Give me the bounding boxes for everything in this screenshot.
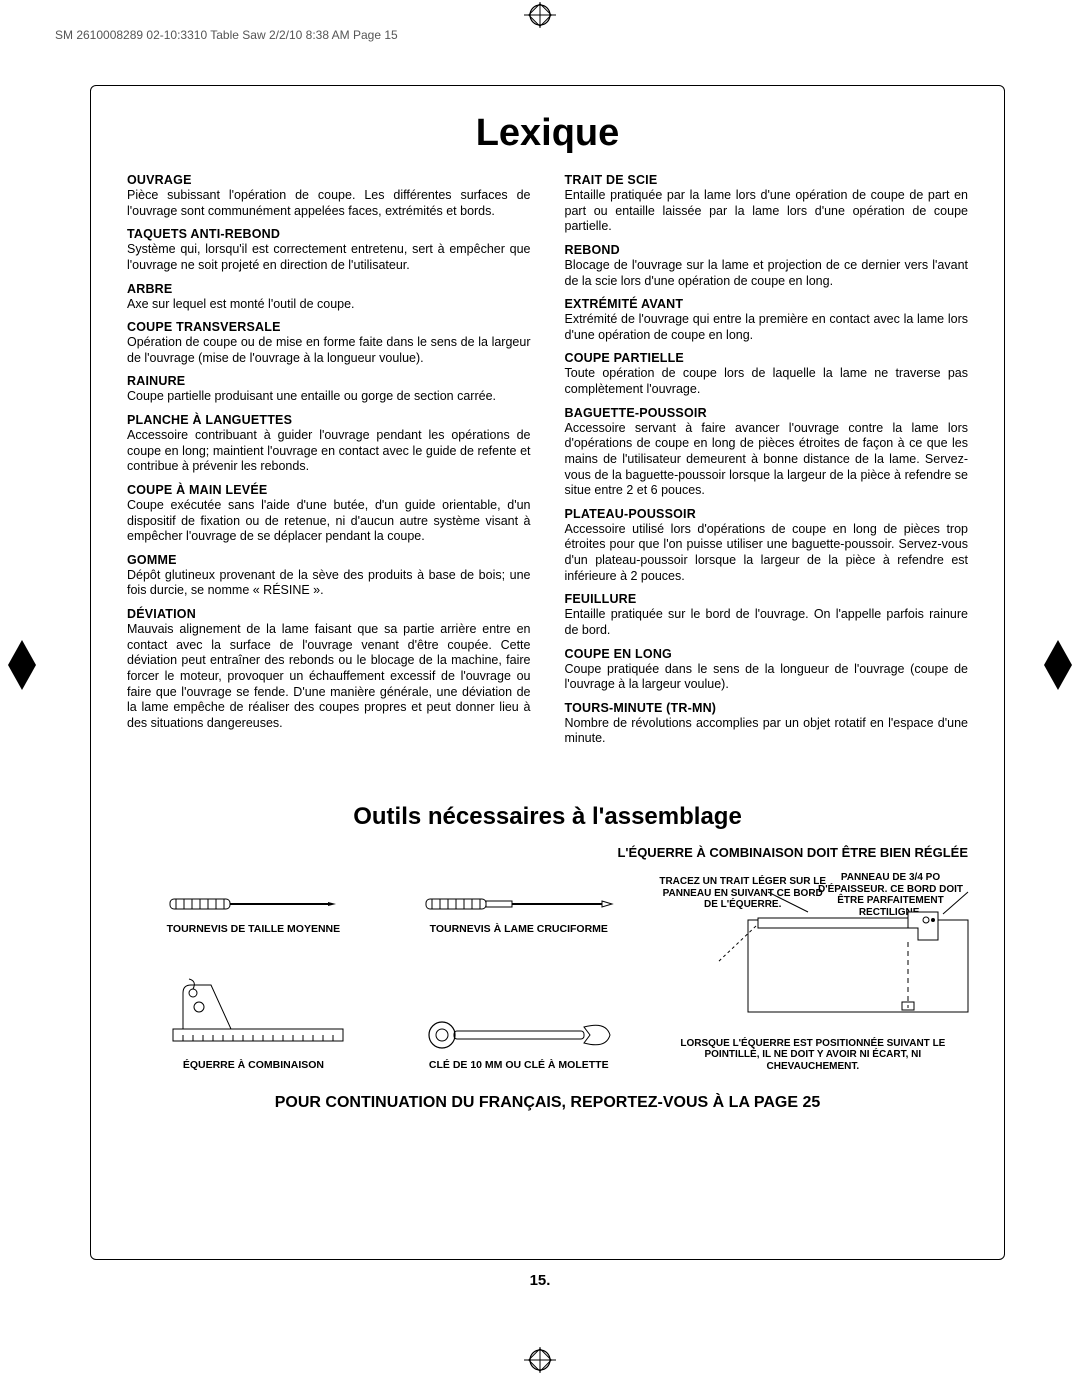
tool-label: CLÉ DE 10 MM OU CLÉ À MOLETTE [404, 1059, 634, 1072]
tool-screwdriver-medium: TOURNEVIS DE TAILLE MOYENNE [127, 891, 380, 936]
term-heading: GOMME [127, 553, 531, 567]
tools-grid: TOURNEVIS DE TAILLE MOYENNE TOURNEVIS À … [127, 872, 968, 1072]
term-heading: COUPE À MAIN LEVÉE [127, 483, 531, 497]
crop-mark-bottom-icon [500, 1347, 580, 1373]
term-heading: RAINURE [127, 374, 531, 388]
term-body: Pièce subissant l'opération de coupe. Le… [127, 188, 531, 219]
tool-wrench: CLÉ DE 10 MM OU CLÉ À MOLETTE [404, 1017, 634, 1072]
term-heading: FEUILLURE [565, 592, 969, 606]
tools-title: Outils nécessaires à l'assemblage [127, 803, 968, 831]
wrench-icon [424, 1017, 614, 1053]
term-heading: OUVRAGE [127, 173, 531, 187]
glossary-columns: OUVRAGEPièce subissant l'opération de co… [127, 173, 968, 747]
term-body: Entaille pratiquée par la lame lors d'un… [565, 188, 969, 235]
glossary-right-column: TRAIT DE SCIEEntaille pratiquée par la l… [565, 173, 969, 747]
screwdriver-flat-icon [168, 891, 338, 917]
side-mark-right-icon [1044, 640, 1072, 695]
tool-label: TOURNEVIS DE TAILLE MOYENNE [127, 923, 380, 936]
term-heading: PLANCHE À LANGUETTES [127, 413, 531, 427]
term-body: Extrémité de l'ouvrage qui entre la prem… [565, 312, 969, 343]
term-heading: COUPE TRANSVERSALE [127, 320, 531, 334]
tool-screwdriver-phillips: TOURNEVIS À LAME CRUCIFORME [404, 891, 634, 936]
term-heading: TRAIT DE SCIE [565, 173, 969, 187]
term-heading: REBOND [565, 243, 969, 257]
term-heading: COUPE PARTIELLE [565, 351, 969, 365]
term-body: Toute opération de coupe lors de laquell… [565, 366, 969, 397]
term-body: Entaille pratiquée sur le bord de l'ouvr… [565, 607, 969, 638]
term-body: Mauvais alignement de la lame faisant qu… [127, 622, 531, 731]
term-body: Opération de coupe ou de mise en forme f… [127, 335, 531, 366]
term-body: Accessoire servant à faire avancer l'ouv… [565, 421, 969, 499]
screwdriver-phillips-icon [424, 891, 614, 917]
term-body: Axe sur lequel est monté l'outil de coup… [127, 297, 531, 313]
combination-square-icon [153, 973, 353, 1053]
term-body: Coupe pratiquée dans le sens de la longu… [565, 662, 969, 693]
combo-note-gap: LORSQUE L'ÉQUERRE EST POSITIONNÉE SUIVAN… [658, 1038, 968, 1073]
term-heading: COUPE EN LONG [565, 647, 969, 661]
term-body: Nombre de révolutions accomplies par un … [565, 716, 969, 747]
term-body: Accessoire contribuant à guider l'ouvrag… [127, 428, 531, 475]
term-heading: PLATEAU-POUSSOIR [565, 507, 969, 521]
side-mark-left-icon [8, 640, 36, 695]
term-heading: BAGUETTE-POUSSOIR [565, 406, 969, 420]
term-body: Système qui, lorsqu'il est correctement … [127, 242, 531, 273]
combo-square-diagram-icon [658, 872, 988, 1042]
tool-label: ÉQUERRE À COMBINAISON [127, 1059, 380, 1072]
content-frame: Lexique OUVRAGEPièce subissant l'opérati… [90, 85, 1005, 1260]
page-meta-line: SM 2610008289 02-10:3310 Table Saw 2/2/1… [55, 28, 398, 42]
term-body: Coupe partielle produisant une entaille … [127, 389, 531, 405]
tool-combo-square: ÉQUERRE À COMBINAISON [127, 973, 380, 1072]
page-title: Lexique [127, 112, 968, 155]
term-heading: TAQUETS ANTI-REBOND [127, 227, 531, 241]
combo-square-diagram: TRACEZ UN TRAIT LÉGER SUR LE PANNEAU EN … [658, 872, 968, 1072]
term-heading: EXTRÉMITÉ AVANT [565, 297, 969, 311]
term-heading: DÉVIATION [127, 607, 531, 621]
term-body: Blocage de l'ouvrage sur la lame et proj… [565, 258, 969, 289]
glossary-left-column: OUVRAGEPièce subissant l'opération de co… [127, 173, 531, 747]
page-number: 15. [0, 1272, 1080, 1289]
tool-label: TOURNEVIS À LAME CRUCIFORME [404, 923, 634, 936]
term-body: Dépôt glutineux provenant de la sève des… [127, 568, 531, 599]
term-body: Accessoire utilisé lors d'opérations de … [565, 522, 969, 585]
crop-mark-top-icon [500, 2, 580, 28]
continuation-note: POUR CONTINUATION DU FRANÇAIS, REPORTEZ-… [127, 1094, 968, 1112]
term-body: Coupe exécutée sans l'aide d'une butée, … [127, 498, 531, 545]
term-heading: ARBRE [127, 282, 531, 296]
term-heading: TOURS-MINUTE (TR-MN) [565, 701, 969, 715]
combo-square-header: L'ÉQUERRE À COMBINAISON DOIT ÊTRE BIEN R… [127, 845, 968, 860]
